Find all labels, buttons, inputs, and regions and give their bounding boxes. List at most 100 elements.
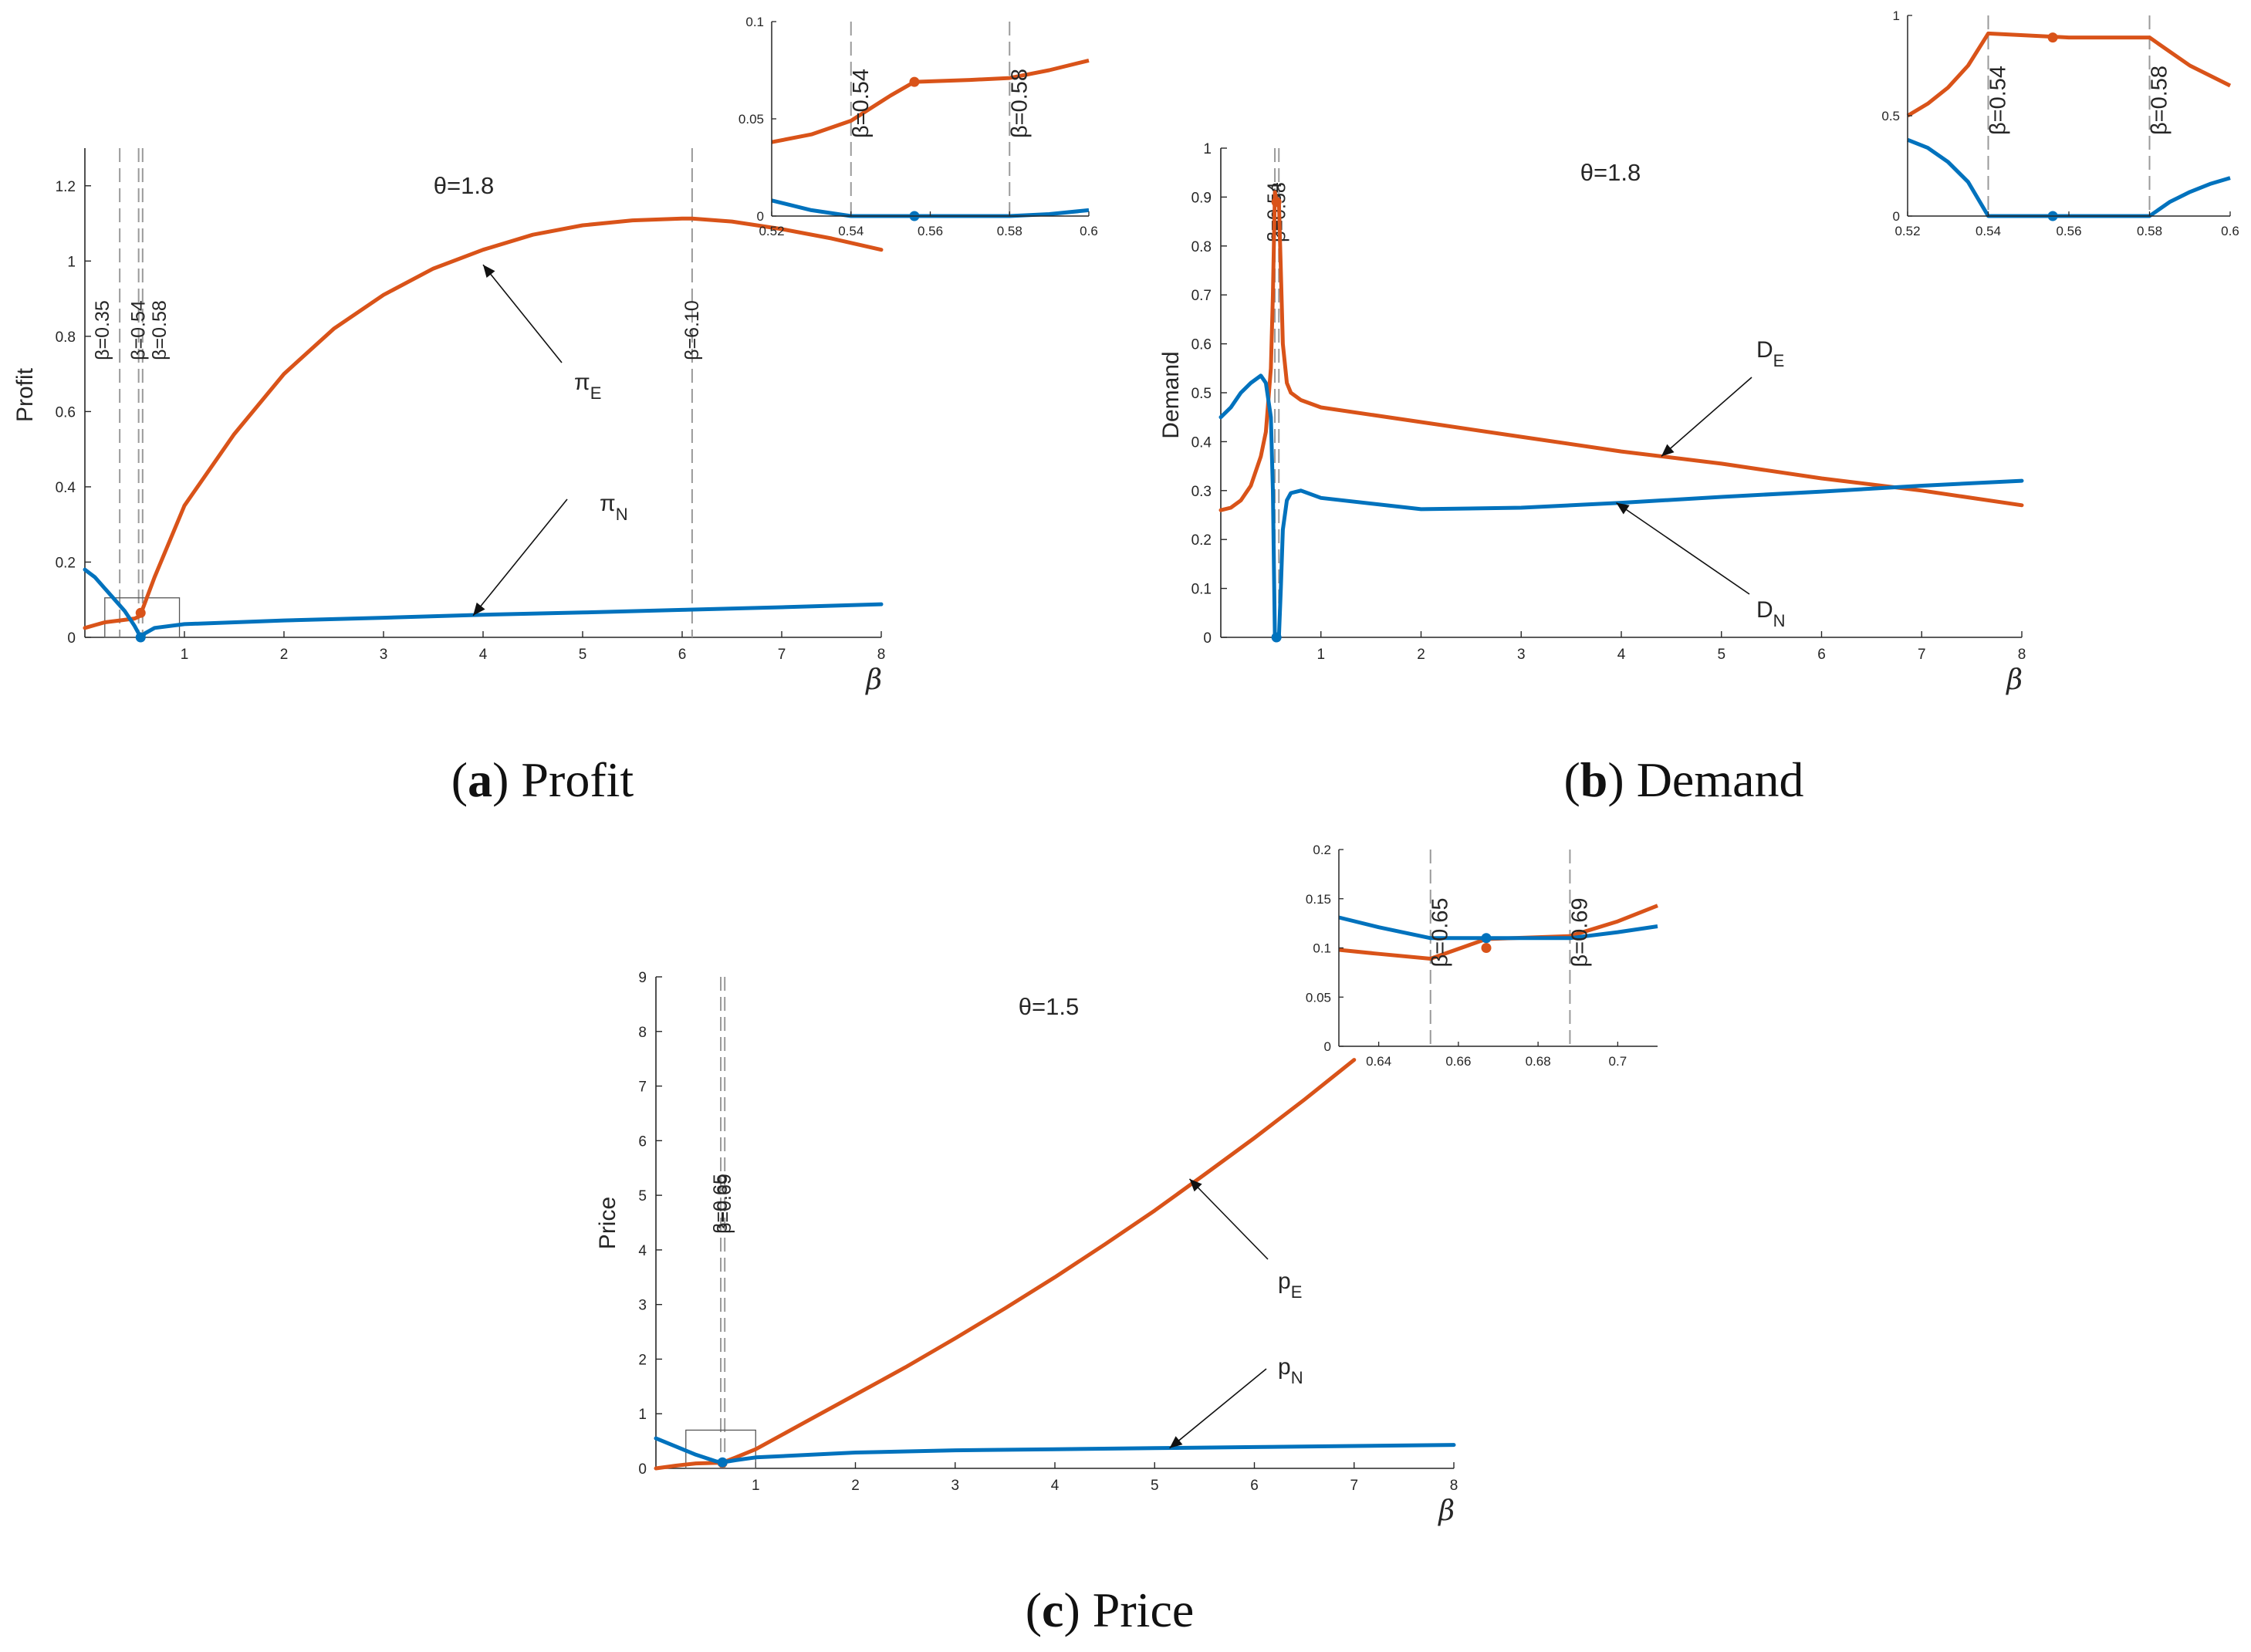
series-label-E: DE xyxy=(1756,337,1784,370)
inset-y-tick-label: 1 xyxy=(1893,8,1900,23)
x-tick-label: 8 xyxy=(2018,647,2026,663)
panel-a: 1 2 3 4 5 6 7 8 0 0.2 0.4 0.6 0.8 1 1.2 β Profit β=0.35 β=… xyxy=(12,15,1098,807)
series-line-E xyxy=(654,1058,1357,1471)
x-axis-label: β xyxy=(864,664,882,696)
inset-y-tick-label: 0.5 xyxy=(1881,109,1900,123)
inset-series-point-E xyxy=(1481,943,1492,953)
series-label-N: pN xyxy=(1278,1354,1303,1387)
panel-caption: (a) Profit xyxy=(451,752,634,807)
inset-x-tick-label: 0.56 xyxy=(918,224,943,238)
panel-b: 1 2 3 4 5 6 7 8 0 0.1 0.2 0.3 0.4 0.5 0.6 0.7 0.8 0.9 1 β De… xyxy=(1158,8,2239,807)
x-tick-label: 5 xyxy=(1717,647,1725,663)
inset-background xyxy=(1908,15,2230,216)
y-tick-label: 0 xyxy=(638,1461,647,1478)
x-tick-label: 6 xyxy=(678,647,687,663)
x-tick-label: 1 xyxy=(1316,647,1325,663)
series-point-N xyxy=(135,632,146,643)
theta-label: θ=1.5 xyxy=(1019,993,1079,1020)
series-line-N xyxy=(1218,373,2024,640)
series-line-E xyxy=(1218,190,2024,512)
y-tick-label: 0.8 xyxy=(1191,239,1212,255)
annotation-arrowhead xyxy=(473,602,485,616)
y-tick-label: 0.3 xyxy=(1191,484,1212,500)
inset-background xyxy=(1339,850,1658,1046)
inset-series-point-E xyxy=(2047,32,2058,43)
inset-y-tick-label: 0 xyxy=(1324,1039,1331,1054)
inset-y-tick-label: 0.15 xyxy=(1306,892,1331,907)
annotation-arrow xyxy=(1616,502,1750,595)
inset-series-point-E xyxy=(909,76,920,87)
y-tick-label: 1.2 xyxy=(56,179,76,195)
inset-x-tick-label: 0.68 xyxy=(1526,1054,1551,1069)
annotation-arrow xyxy=(472,498,568,617)
reference-line-label: β=0.35 xyxy=(92,300,113,360)
y-tick-label: 2 xyxy=(638,1352,647,1368)
y-tick-label: 3 xyxy=(638,1298,647,1314)
panel-caption: (c) Price xyxy=(1026,1583,1195,1637)
series-label-E: pE xyxy=(1278,1269,1302,1302)
y-axis-label: Demand xyxy=(1158,351,1184,438)
x-tick-label: 7 xyxy=(1918,647,1926,663)
y-tick-label: 0 xyxy=(67,630,76,647)
x-tick-label: 7 xyxy=(778,647,786,663)
y-tick-label: 1 xyxy=(1203,141,1212,157)
annotation-arrowhead xyxy=(1661,444,1675,457)
y-tick-label: 0.9 xyxy=(1191,190,1212,206)
series-label-N: πN xyxy=(600,491,628,524)
inset-reference-line-label: β=0.54 xyxy=(1986,66,2011,135)
inset-x-tick-label: 0.56 xyxy=(2056,224,2081,238)
inset-reference-line-label: β=0.54 xyxy=(849,69,874,138)
series-label-N: DN xyxy=(1756,597,1786,630)
x-tick-label: 3 xyxy=(1517,647,1526,663)
y-tick-label: 1 xyxy=(638,1407,647,1423)
series-label-E: πE xyxy=(574,370,601,403)
y-tick-label: 0.6 xyxy=(56,404,76,421)
series-point-E xyxy=(1271,197,1282,208)
inset-reference-line-label: β=0.58 xyxy=(2148,66,2172,135)
x-tick-label: 3 xyxy=(380,647,388,663)
annotation-arrow xyxy=(482,264,563,363)
y-tick-label: 4 xyxy=(638,1243,647,1259)
inset-y-tick-label: 0 xyxy=(757,209,764,224)
y-tick-label: 0.5 xyxy=(1191,386,1212,402)
theta-label: θ=1.8 xyxy=(434,172,494,199)
inset-x-tick-label: 0.66 xyxy=(1445,1054,1471,1069)
x-tick-label: 4 xyxy=(479,647,488,663)
x-tick-label: 2 xyxy=(851,1478,860,1494)
y-tick-label: 0 xyxy=(1203,630,1212,647)
inset-y-tick-label: 0.2 xyxy=(1313,843,1331,857)
inset-x-tick-label: 0.58 xyxy=(2137,224,2162,238)
y-tick-label: 5 xyxy=(638,1188,647,1204)
inset-x-tick-label: 0.64 xyxy=(1366,1054,1391,1069)
series-point-E xyxy=(135,607,146,618)
annotation-arrowhead xyxy=(1189,1178,1202,1192)
y-tick-label: 0.4 xyxy=(56,480,76,496)
series-line-E xyxy=(83,216,884,630)
inset-series-point-N xyxy=(1481,933,1492,944)
y-tick-label: 0.4 xyxy=(1191,434,1212,451)
inset-x-tick-label: 0.58 xyxy=(997,224,1022,238)
panel-caption: (b) Demand xyxy=(1563,752,1803,807)
reference-line-label: β=0.54 xyxy=(128,300,150,360)
x-tick-label: 4 xyxy=(1051,1478,1060,1494)
inset-reference-line-label: β=0.69 xyxy=(1567,897,1592,967)
x-tick-label: 2 xyxy=(280,647,289,663)
inset-c: β=0.65 β=0.69 0.64 0.66 0.68 0.7 0 0.05 0.1 0.15 0… xyxy=(1306,843,1658,1069)
inset-a: β=0.54 β=0.58 0.52 0.54 0.56 0.58 0.6 0 0.05 0.1 xyxy=(739,15,1098,238)
inset-y-tick-label: 0.1 xyxy=(745,15,764,29)
series-point-N xyxy=(1271,632,1282,643)
inset-reference-line-label: β=0.58 xyxy=(1007,69,1032,138)
inset-reference-line-label: β=0.65 xyxy=(1428,897,1453,967)
inset-y-tick-label: 0.05 xyxy=(739,112,764,127)
x-tick-label: 8 xyxy=(1450,1478,1458,1494)
y-tick-label: 7 xyxy=(638,1079,647,1096)
reference-line-label: β=0.65 xyxy=(710,1174,732,1234)
y-tick-label: 0.2 xyxy=(56,555,76,571)
inset-x-tick-label: 0.6 xyxy=(2221,224,2239,238)
inset-x-tick-label: 0.54 xyxy=(838,224,864,238)
annotation-arrowhead xyxy=(483,265,495,279)
y-tick-label: 0.1 xyxy=(1191,582,1212,598)
reference-line-label: β=0.69 xyxy=(714,1174,735,1234)
